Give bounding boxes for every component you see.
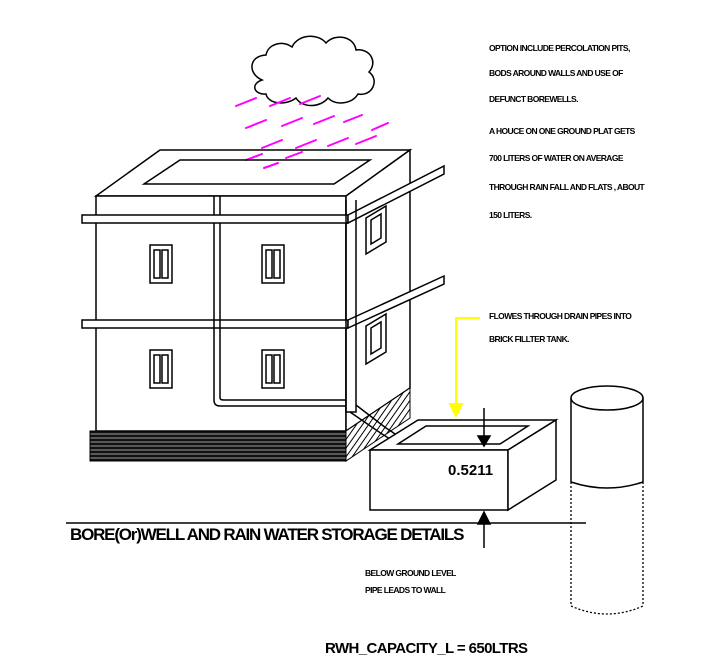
notes-line-3: DEFUNCT BOREWELLS. xyxy=(489,94,578,104)
well xyxy=(570,385,644,615)
notes-line-5: 700 LITERS OF WATER ON AVERAGE xyxy=(489,153,624,163)
notes-line-7: 150 LITERS. xyxy=(489,210,532,220)
notes-line-6: THROUGH RAIN FALL AND FLATS , ABOUT xyxy=(489,182,645,192)
plinth-front xyxy=(89,430,347,462)
below-note-line-1: BELOW GROUND LEVEL xyxy=(365,568,456,578)
tank-dimension-label: 0.5211 xyxy=(448,462,494,479)
capacity-label: RWH_CAPACITY_L = 650LTRS xyxy=(325,640,528,657)
flow-note-line-1: FLOWES THROUGH DRAIN PIPES INTO xyxy=(489,311,632,321)
building xyxy=(81,148,445,433)
leader-line xyxy=(448,317,480,419)
plinth-side xyxy=(345,387,411,462)
notes-line-2: BODS AROUND WALLS AND USE OF xyxy=(489,68,623,78)
dimension-arrow xyxy=(476,408,492,548)
rain-dashes xyxy=(235,95,389,169)
below-note-line-2: PIPE LEADS TO WALL xyxy=(365,585,446,595)
cloud-icon xyxy=(251,35,375,107)
notes-line-4: A HOUCE ON ONE GROUND PLAT GETS xyxy=(489,126,635,136)
flow-note-line-2: BRICK FILLTER TANK. xyxy=(489,334,569,344)
filter-tank xyxy=(367,418,559,512)
notes-line-1: OPTION INCLUDE PERCOLATION PITS, xyxy=(489,43,630,53)
drawing-title: BORE(Or)WELL AND RAIN WATER STORAGE DETA… xyxy=(70,525,464,544)
